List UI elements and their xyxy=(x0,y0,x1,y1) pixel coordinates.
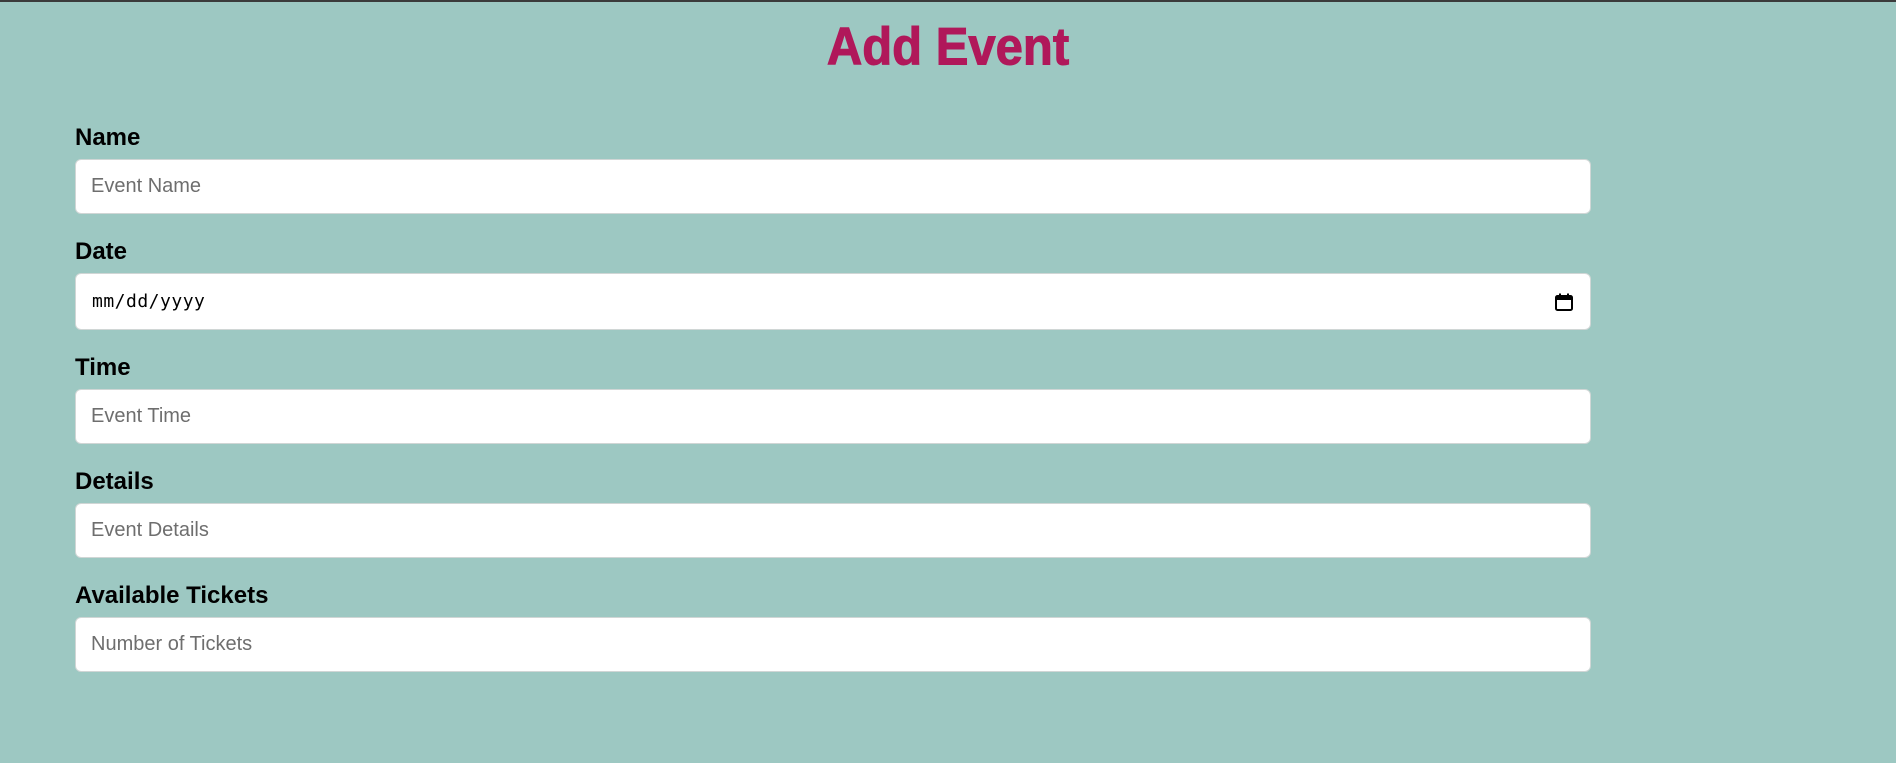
add-event-form: Name Date mm/dd/yyyy Time Details Availa… xyxy=(75,124,1591,696)
details-field: Details xyxy=(75,468,1591,558)
date-format-text: mm/dd/yyyy xyxy=(92,291,206,312)
tickets-label: Available Tickets xyxy=(75,582,269,609)
time-label: Time xyxy=(75,354,131,381)
tickets-input[interactable] xyxy=(75,617,1591,672)
calendar-icon[interactable] xyxy=(1554,292,1574,312)
event-name-input[interactable] xyxy=(75,159,1591,214)
event-date-input[interactable]: mm/dd/yyyy xyxy=(75,273,1591,330)
event-time-input[interactable] xyxy=(75,389,1591,444)
details-label: Details xyxy=(75,468,154,495)
name-label: Name xyxy=(75,124,141,151)
time-field: Time xyxy=(75,354,1591,444)
tickets-field: Available Tickets xyxy=(75,582,1591,672)
page-title: Add Event xyxy=(826,17,1070,77)
date-label: Date xyxy=(75,238,128,265)
name-field: Name xyxy=(75,124,1591,214)
date-field: Date mm/dd/yyyy xyxy=(75,238,1591,330)
event-details-input[interactable] xyxy=(75,503,1591,558)
